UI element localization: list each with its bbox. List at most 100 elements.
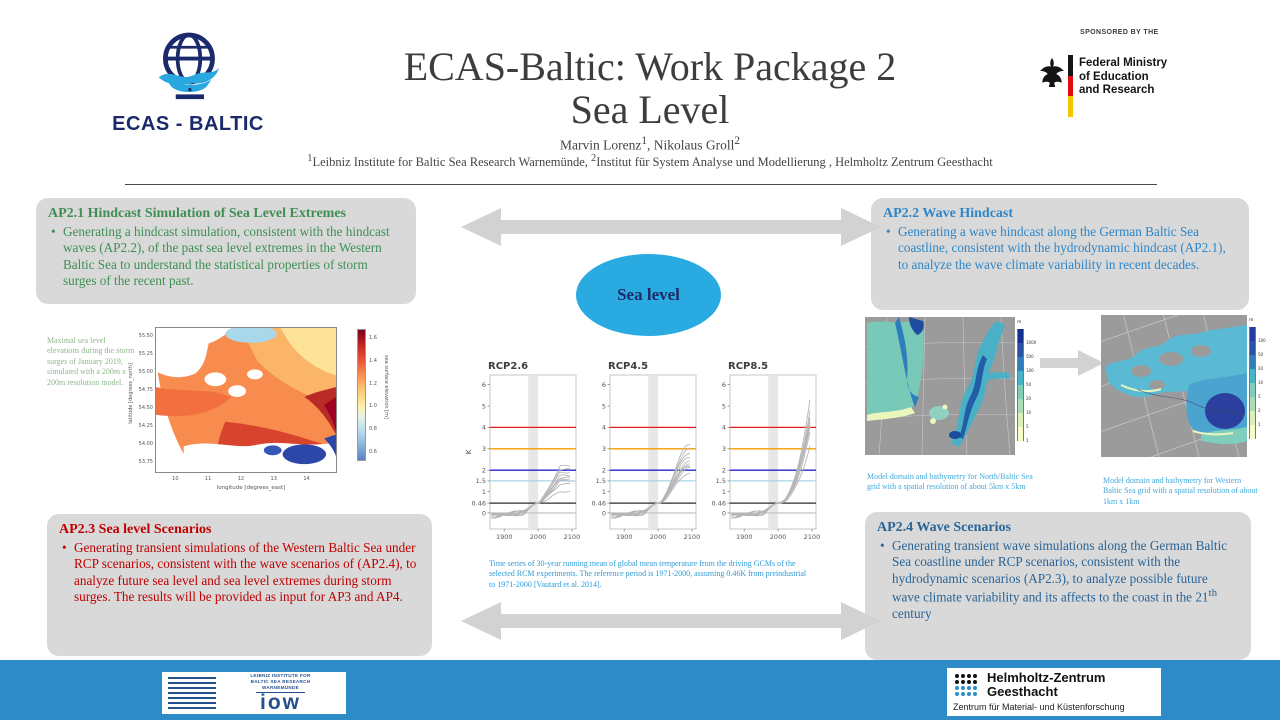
colorbar-tick-label: 1.2 (369, 380, 377, 387)
hindcast-xlabel: longitude [degrees_east] (216, 485, 286, 491)
y-tick-label: 6 (722, 381, 726, 389)
x-tick-label: 1900 (736, 533, 753, 541)
y-tick-label: 0 (482, 509, 486, 517)
colorbar-segment (1249, 411, 1256, 425)
ensemble-member (731, 399, 811, 517)
y-tick-label: 4 (482, 424, 486, 432)
lat-tick-label: 55.25 (138, 351, 153, 358)
y-tick-label: 0.46 (592, 499, 606, 507)
bathymetry-western-baltic-figure: m 100 50 20 10 5 2 1 (1090, 299, 1266, 476)
box-ap24-wave-scenarios: AP2.4 Wave Scenarios • Generating transie… (865, 512, 1251, 660)
ensemble-member (611, 444, 691, 516)
y-tick-label: 5 (722, 402, 726, 410)
bathymetry-north-baltic-figure: m 1000 500 100 50 20 10 5 1 (864, 316, 1037, 469)
box-ap23-title: AP2.3 Sea level Scenarios (59, 522, 212, 537)
box-ap24-bullet: • Generating transient wave simulations a… (880, 538, 1228, 621)
y-tick-label: 1 (602, 488, 606, 496)
temperature-series-caption: Time series of 30-year running mean of g… (489, 559, 807, 589)
lon-tick-label: 14 (303, 476, 310, 482)
y-tick-label: 4 (722, 424, 726, 432)
ensemble-member (611, 447, 690, 517)
iow-institute-lines: Leibniz Institute for Baltic Sea Researc… (250, 673, 311, 690)
poster-title-line2: Sea Level (570, 86, 730, 132)
colorbar-tick-label: 100 (1026, 368, 1034, 373)
lat-tick-label: 54.75 (138, 387, 153, 394)
colorbar-tick-label: 0.6 (369, 448, 377, 455)
hindcast-map-caption: Maximal sea level elevations during the … (47, 336, 135, 387)
hzg-subtitle: Zentrum für Material- und Küstenforschun… (953, 701, 1125, 712)
colorbar-tick-label: 50 (1258, 352, 1264, 357)
bathymetry-western-caption: Model domain and bathymetry for Western … (1103, 476, 1258, 506)
y-tick-label: 4 (602, 424, 606, 432)
double-arrow-top (461, 208, 881, 246)
x-tick-label: 2000 (530, 533, 547, 541)
y-tick-label: 0.46 (712, 499, 726, 507)
colorbar-segment (1249, 355, 1256, 369)
lat-tick-label: 54.25 (138, 423, 153, 430)
colorbar-tick-label: 1000 (1026, 340, 1037, 345)
colorbar-tick-label: 1.6 (369, 335, 377, 342)
colorbar-segment (1249, 383, 1256, 397)
colorbar-tick-label: 100 (1258, 338, 1266, 343)
colorbar-unit-label: m (1249, 318, 1254, 323)
reference-period-band (528, 375, 539, 529)
y-tick-label: 1.5 (596, 477, 606, 485)
rcp-chart-title: RCP2.6 (488, 361, 528, 372)
y-tick-label: 5 (482, 402, 486, 410)
colorbar-tick-label: 5 (1258, 394, 1261, 399)
y-tick-label: 3 (602, 445, 606, 453)
arrow-between-maps (1040, 350, 1104, 376)
y-tick-label: 1 (722, 488, 726, 496)
iow-wordmark: iow (256, 691, 305, 713)
colorbar-unit-label: m (1017, 320, 1022, 325)
colorbar-tick-label: 20 (1026, 396, 1032, 401)
x-tick-label: 2000 (770, 533, 787, 541)
footer-bar: Leibniz Institute for Baltic Sea Researc… (0, 660, 1280, 720)
sea-level-bubble-label: Sea level (617, 285, 680, 304)
colorbar-tick-label: 500 (1026, 354, 1034, 359)
hindcast-map-art (156, 328, 336, 472)
colorbar-segment (1249, 425, 1256, 439)
colorbar-tick-label: 10 (1258, 380, 1264, 385)
rcp-chart-RCP8.5: RCP8.5 0 0.46 1 1.5 2 3 4 5 6 1900 2000 2100 (712, 361, 821, 541)
poster-title-line1: ECAS-Baltic: Work Package 2 (403, 44, 897, 89)
y-tick-label: 1 (482, 488, 486, 496)
box-ap24-title: AP2.4 Wave Scenarios (877, 520, 1011, 535)
ministry-name: Federal Ministry of Education and Resear… (1079, 57, 1168, 97)
colorbar-tick-label: 1 (1026, 438, 1029, 443)
lat-tick-label: 54.00 (138, 441, 153, 448)
iow-lines-icon (168, 677, 216, 709)
y-tick-label: 2 (482, 466, 486, 474)
x-tick-label: 2100 (564, 533, 581, 541)
box-ap22-bullet: • Generating a wave hindcast along the Ge… (886, 224, 1226, 272)
hzg-logo: Helmholtz-Zentrum Geesthacht Zentrum für… (947, 668, 1161, 716)
x-tick-label: 1900 (496, 533, 513, 541)
lon-tick-label: 11 (204, 476, 212, 482)
hindcast-colorbar (357, 329, 366, 461)
hzg-name: Helmholtz-Zentrum Geesthacht (987, 670, 1106, 700)
x-tick-label: 1900 (616, 533, 633, 541)
colorbar-tick-label: 5 (1026, 424, 1029, 429)
poster-title-block: ECAS-Baltic: Work Package 2 Sea Level Ma… (270, 44, 1030, 170)
y-tick-label: 6 (482, 381, 486, 389)
federal-eagle-icon (1040, 57, 1064, 87)
reference-period-band (768, 375, 779, 529)
bathymetry-western-colorbar: m 100 50 20 10 5 2 1 (1249, 318, 1275, 459)
colorbar-tick-label: 1 (1258, 422, 1261, 427)
sea-level-hindcast-map-figure: latitude [degrees_north] longitude [degr… (128, 317, 406, 505)
y-tick-label: 2 (602, 466, 606, 474)
german-flag-stripe (1068, 55, 1073, 118)
colorbar-segment (1017, 427, 1024, 441)
affiliations-line: 1Leibniz Institute for Baltic Sea Resear… (307, 153, 993, 170)
rcp-chart-RCP4.5: RCP4.5 0 0.46 1 1.5 2 3 4 5 6 1900 2000 2100 (592, 361, 701, 541)
box-ap21-bullet: • Generating a hindcast simulation, consi… (51, 224, 390, 289)
y-tick-label: 6 (602, 381, 606, 389)
box-ap22-title: AP2.2 Wave Hindcast (883, 206, 1014, 221)
rcp-chart-title: RCP8.5 (728, 361, 768, 372)
double-arrow-bottom (461, 602, 881, 640)
colorbar-segment (1017, 413, 1024, 427)
y-tick-label: 5 (602, 402, 606, 410)
header-divider (125, 184, 1157, 185)
lat-tick-label: 54.50 (138, 405, 153, 412)
